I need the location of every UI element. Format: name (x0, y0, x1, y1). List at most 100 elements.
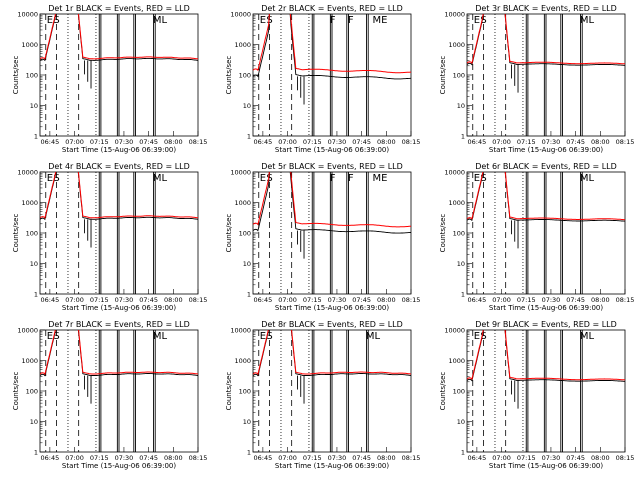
y-tick-label: 100 (239, 71, 251, 79)
x-tick-label: 06:45 (254, 138, 273, 146)
x-tick-label: 07:45 (566, 138, 585, 146)
x-tick-label: 07:45 (139, 138, 158, 146)
x-tick-label: 06:45 (468, 296, 487, 304)
event-marker-label: ML (580, 331, 595, 342)
y-tick-label: 10 (243, 260, 251, 268)
x-tick-label: 08:00 (377, 454, 396, 462)
y-tick-label: 10 (30, 102, 38, 110)
y-axis-label: Counts/sec (439, 56, 447, 95)
y-axis-label: Counts/sec (439, 214, 447, 253)
y-tick-label: 10000 (230, 326, 251, 334)
y-tick-label: 100 (453, 387, 465, 395)
events-series (253, 330, 411, 377)
x-tick-label: 08:00 (377, 138, 396, 146)
x-tick-label: 07:30 (115, 296, 134, 304)
x-tick-label: 07:30 (115, 454, 134, 462)
x-tick-label: 07:00 (492, 138, 511, 146)
x-axis-label: Start Time (15-Aug-06 06:39:00) (62, 304, 176, 312)
x-tick-label: 08:15 (402, 454, 421, 462)
panel-title: Det 6r BLACK = Events, RED = LLD (475, 162, 617, 171)
x-tick-label: 07:00 (278, 454, 297, 462)
x-tick-label: 07:15 (90, 296, 109, 304)
y-tick-label: 10 (243, 102, 251, 110)
y-tick-label: 1000 (234, 41, 251, 49)
y-tick-label: 100 (453, 229, 465, 237)
y-axis-label: Counts/sec (225, 214, 233, 253)
x-tick-label: 07:00 (65, 454, 84, 462)
events-series (467, 172, 625, 222)
panel-5: Det 5r BLACK = Events, RED = LLD 1 10 100 10… (225, 162, 420, 312)
x-tick-label: 07:00 (492, 454, 511, 462)
x-tick-label: 07:15 (303, 138, 322, 146)
event-marker-label: S (480, 15, 486, 26)
y-tick-label: 10 (30, 418, 38, 426)
x-tick-label: 07:15 (517, 454, 536, 462)
panel-title: Det 7r BLACK = Events, RED = LLD (48, 320, 190, 329)
x-axis-label: Start Time (15-Aug-06 06:39:00) (489, 304, 603, 312)
x-tick-label: 08:15 (616, 296, 635, 304)
marker-lines (258, 14, 369, 136)
x-tick-label: 06:45 (41, 138, 60, 146)
y-tick-label: 10000 (230, 10, 251, 18)
y-tick-label: 1000 (21, 357, 38, 365)
panel-9: Det 9r BLACK = Events, RED = LLD 1 10 100 10… (439, 320, 634, 470)
x-tick-label: 07:45 (139, 296, 158, 304)
event-marker-label: F (330, 173, 336, 184)
y-tick-label: 100 (26, 229, 38, 237)
event-marker-label: E (474, 173, 480, 184)
panel-7: Det 7r BLACK = Events, RED = LLD 1 10 100 10… (12, 320, 207, 470)
lld-series (253, 330, 411, 376)
event-marker-label: ML (366, 331, 381, 342)
x-tick-label: 08:15 (402, 296, 421, 304)
y-axis-label: Counts/sec (439, 372, 447, 411)
y-tick-label: 1000 (234, 357, 251, 365)
events-series (467, 330, 625, 382)
y-axis-label: Counts/sec (225, 56, 233, 95)
x-tick-label: 07:15 (90, 454, 109, 462)
x-tick-label: 07:30 (542, 454, 561, 462)
x-tick-label: 07:00 (65, 296, 84, 304)
x-tick-label: 07:00 (65, 138, 84, 146)
x-axis-label: Start Time (15-Aug-06 06:39:00) (275, 462, 389, 470)
x-tick-label: 07:00 (492, 296, 511, 304)
x-tick-label: 08:15 (189, 454, 208, 462)
panel-2: Det 2r BLACK = Events, RED = LLD 1 10 100 10… (225, 4, 420, 154)
event-marker-label: E (260, 173, 266, 184)
y-tick-label: 1 (461, 290, 465, 298)
y-tick-label: 10000 (17, 10, 38, 18)
event-marker-label: S (53, 173, 59, 184)
panel-title: Det 5r BLACK = Events, RED = LLD (261, 162, 403, 171)
event-marker-label: ML (153, 15, 168, 26)
x-axis-label: Start Time (15-Aug-06 06:39:00) (62, 462, 176, 470)
x-axis-label: Start Time (15-Aug-06 06:39:00) (275, 304, 389, 312)
event-marker-label: F (348, 15, 354, 26)
event-marker-label: ME (373, 173, 388, 184)
y-tick-label: 10000 (444, 326, 465, 334)
x-tick-label: 08:00 (164, 138, 183, 146)
y-tick-label: 100 (453, 71, 465, 79)
y-tick-label: 1000 (448, 41, 465, 49)
event-marker-label: E (47, 15, 53, 26)
marker-lines (472, 14, 583, 136)
y-tick-label: 1000 (234, 199, 251, 207)
x-tick-label: 08:15 (616, 454, 635, 462)
event-marker-label: S (266, 173, 272, 184)
lld-series (40, 14, 198, 60)
marker-lines (45, 330, 156, 452)
lld-series (467, 14, 625, 65)
x-tick-label: 07:00 (278, 138, 297, 146)
lld-series (40, 172, 198, 219)
x-tick-label: 06:45 (254, 296, 273, 304)
event-marker-label: E (260, 331, 266, 342)
panel-title: Det 3r BLACK = Events, RED = LLD (475, 4, 617, 13)
events-series (40, 330, 198, 377)
x-tick-label: 07:45 (139, 454, 158, 462)
y-tick-label: 10 (457, 102, 465, 110)
x-tick-label: 07:15 (90, 138, 109, 146)
x-axis-label: Start Time (15-Aug-06 06:39:00) (489, 146, 603, 154)
x-axis-label: Start Time (15-Aug-06 06:39:00) (489, 462, 603, 470)
event-marker-label: ME (373, 15, 388, 26)
event-marker-label: ML (580, 173, 595, 184)
y-tick-label: 100 (26, 71, 38, 79)
panel-4: Det 4r BLACK = Events, RED = LLD 1 10 100 10… (12, 162, 207, 312)
